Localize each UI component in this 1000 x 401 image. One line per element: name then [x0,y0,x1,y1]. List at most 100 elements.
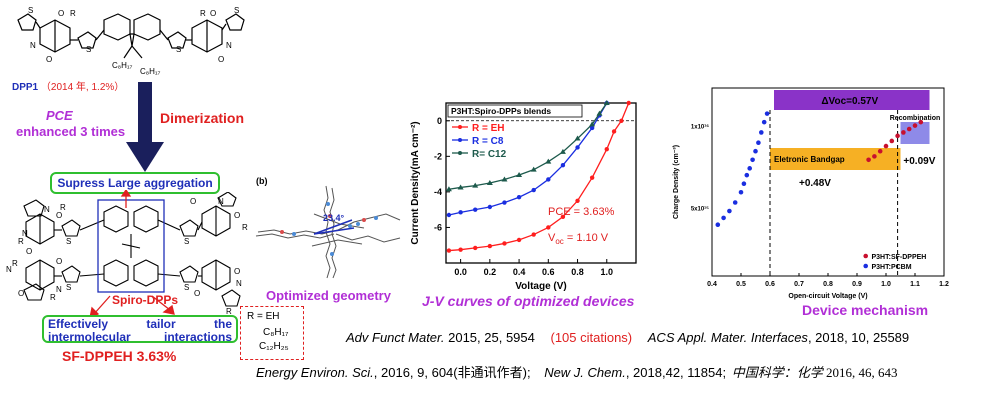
jv-point [473,245,478,251]
svg-text:R: R [70,9,76,18]
mech-point [732,200,738,205]
svg-text:N: N [30,41,36,50]
geometry-caption: Optimized geometry [266,288,391,303]
jv-point [446,248,452,253]
bandgap-band [770,148,901,170]
c8-label-a: C₈H₁₇ [112,61,133,70]
tailor-interactions-box: Effectively tailor the intermolecular in… [42,315,238,344]
ref4-detail: , 2018,42, 11854; [625,365,727,380]
mech-point [753,148,758,154]
svg-text:O: O [218,55,224,64]
pce-label: PCE [46,108,73,123]
jv-point [560,163,566,168]
mech-point [738,189,744,195]
svg-text:O: O [194,289,200,298]
ref2-detail: , 2018, 10, 25589 [807,330,910,345]
jv-point [545,158,552,164]
jv-x-tick-label: 0.4 [513,267,526,277]
dimerization-arrow [126,82,164,172]
jv-point [575,198,580,203]
mech-y-label: Charge Density (cm⁻³) [673,145,680,219]
jv-legend-title: P3HT:Spiro-DPPs blends [451,106,551,116]
jv-point [574,135,581,141]
optimized-geometry-image [255,185,401,279]
ref3-detail: , 2016, 9, 604(非通讯作者); [373,365,531,380]
jv-point [559,148,566,154]
mech-x-tick-label: 0.6 [765,281,775,288]
mechanism-caption: Device mechanism [802,302,929,318]
jv-point [502,200,507,205]
svg-text:S: S [66,237,71,246]
jv-point [458,247,463,252]
ref-line-1: Adv Funct Mater. 2015, 25, 5954 (105 cit… [346,330,909,345]
svg-text:N: N [226,41,232,50]
ref4-journal[interactable]: New J. Chem. [544,365,626,380]
jv-point [457,184,464,190]
jv-point [589,175,595,180]
svg-text:O: O [234,211,240,220]
mech-x-label: Open-circuit Voltage (V) [788,293,867,300]
jv-point [603,100,610,105]
mech-point [715,222,721,228]
jv-point [516,172,523,177]
mech-x-tick-label: 0.5 [736,281,746,288]
mech-point [741,181,747,187]
jv-point [530,166,537,172]
jv-point [446,212,452,218]
mech-point [759,130,764,135]
jv-point [611,129,617,134]
mech-point [756,140,761,145]
mech-x-tick-label: 1.0 [881,281,891,288]
jv-point [604,147,609,152]
jv-point [626,100,631,106]
mech-x-tick-label: 0.9 [852,281,862,288]
jv-y-tick-label: 0 [437,116,442,126]
svg-text:S: S [28,6,33,15]
ref3-journal[interactable]: Energy Environ. Sci. [256,365,374,380]
svg-text:N: N [44,205,50,214]
jv-pce-annotation: PCE = 3.63% [548,206,615,218]
dvoc-band [774,90,930,110]
mech-point [906,126,912,132]
svg-text:O: O [56,257,62,266]
jv-point [487,243,493,249]
mech-point [883,143,889,149]
plus009-label: +0.09V [903,156,935,167]
jv-point [486,180,493,185]
jv-point [458,210,463,215]
jv-point [487,204,493,210]
svg-text:R: R [60,203,66,212]
jv-x-label: Voltage (V) [515,281,566,292]
jv-point [531,232,536,237]
pce-note: enhanced 3 times [16,124,126,139]
mech-x-tick-label: 1.1 [910,281,920,288]
mech-point [918,119,924,125]
r-c12: C₁₂H₂₅ [259,341,289,352]
ref1-journal[interactable]: Adv Funct Mater. [346,330,445,345]
jv-x-tick-label: 0.6 [542,267,555,277]
svg-text:N: N [6,265,12,274]
jv-legend-box [447,104,583,118]
mech-point [727,208,732,214]
jv-voc-annotation: Voc = 1.10 V [548,232,609,246]
svg-text:R: R [50,293,56,302]
ref2-journal[interactable]: ACS Appl. Mater. Interfaces [647,330,808,345]
jv-y-tick-label: -6 [434,222,442,232]
mech-point [912,123,918,128]
mech-point [901,130,906,135]
mech-point [761,119,767,125]
jv-point [502,241,507,246]
jv-caption: J-V curves of optimized devices [422,293,635,309]
mech-x-tick-label: 0.8 [823,281,833,288]
jv-point [596,110,603,116]
jv-legend-marker [458,125,462,129]
jv-legend-label: R = EH [472,123,505,134]
mech-x-tick-label: 1.2 [939,281,949,288]
svg-text:O: O [26,247,32,256]
svg-text:O: O [210,9,216,18]
ref5-journal[interactable]: 中国科学：化学 [731,365,823,380]
jv-point [445,186,452,192]
svg-text:O: O [46,55,52,64]
dvoc-label: ΔVoc=0.57V [821,96,878,107]
